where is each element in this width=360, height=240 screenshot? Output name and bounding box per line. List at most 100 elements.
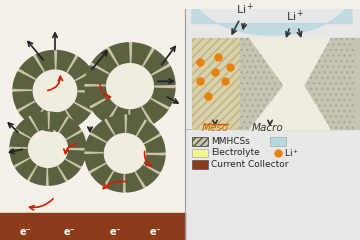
Wedge shape: [85, 87, 108, 106]
Wedge shape: [129, 110, 130, 129]
Wedge shape: [35, 111, 54, 131]
Wedge shape: [10, 149, 30, 166]
Circle shape: [10, 112, 86, 185]
Wedge shape: [48, 112, 49, 129]
Wedge shape: [144, 164, 159, 174]
Wedge shape: [28, 166, 37, 180]
Wedge shape: [90, 163, 106, 173]
Wedge shape: [67, 56, 77, 72]
Wedge shape: [13, 92, 35, 110]
Wedge shape: [123, 174, 125, 192]
Wedge shape: [54, 113, 55, 131]
Wedge shape: [143, 49, 168, 73]
Polygon shape: [250, 38, 330, 101]
Bar: [192, 149, 208, 157]
Wedge shape: [75, 102, 91, 112]
Wedge shape: [106, 106, 118, 124]
Wedge shape: [56, 111, 75, 131]
Wedge shape: [90, 133, 106, 143]
Text: e⁻: e⁻: [149, 227, 161, 237]
Text: Li$^+$: Li$^+$: [236, 1, 254, 17]
Text: Macro: Macro: [252, 123, 284, 133]
Wedge shape: [144, 154, 165, 172]
Wedge shape: [92, 49, 117, 73]
Circle shape: [107, 64, 153, 109]
Wedge shape: [35, 51, 54, 71]
Text: Electrolyte: Electrolyte: [211, 149, 260, 157]
Wedge shape: [49, 166, 66, 185]
Circle shape: [104, 133, 146, 174]
Wedge shape: [30, 166, 47, 185]
Bar: [192, 137, 208, 146]
Wedge shape: [59, 159, 80, 180]
Wedge shape: [58, 166, 67, 181]
Wedge shape: [19, 57, 43, 79]
Wedge shape: [91, 63, 109, 74]
Wedge shape: [152, 65, 170, 75]
Bar: [192, 160, 208, 169]
Wedge shape: [143, 99, 168, 123]
Wedge shape: [137, 165, 159, 186]
Text: Current Collector: Current Collector: [211, 160, 288, 169]
Circle shape: [33, 70, 77, 112]
Wedge shape: [108, 48, 118, 66]
Wedge shape: [135, 172, 145, 187]
Wedge shape: [67, 57, 91, 79]
Wedge shape: [109, 43, 129, 65]
Wedge shape: [67, 103, 91, 125]
Wedge shape: [75, 71, 92, 80]
Wedge shape: [13, 72, 35, 90]
Wedge shape: [137, 121, 159, 142]
Wedge shape: [30, 112, 47, 131]
Text: Li$^+$: Li$^+$: [286, 8, 304, 24]
Text: e⁻: e⁻: [64, 227, 76, 237]
Wedge shape: [56, 51, 75, 71]
Wedge shape: [75, 72, 97, 90]
Wedge shape: [85, 154, 105, 172]
Wedge shape: [85, 135, 105, 153]
Wedge shape: [15, 129, 30, 138]
Wedge shape: [33, 110, 44, 126]
Bar: [192, 137, 208, 146]
Wedge shape: [106, 172, 124, 192]
Text: e⁻: e⁻: [109, 227, 121, 237]
Wedge shape: [130, 43, 131, 62]
Wedge shape: [144, 134, 160, 144]
Wedge shape: [67, 149, 86, 166]
Wedge shape: [66, 110, 76, 126]
Wedge shape: [131, 43, 151, 65]
Circle shape: [28, 130, 68, 168]
Wedge shape: [10, 147, 27, 149]
Wedge shape: [109, 107, 129, 129]
Polygon shape: [250, 72, 330, 129]
Wedge shape: [19, 70, 35, 80]
Wedge shape: [155, 86, 175, 88]
Wedge shape: [66, 130, 82, 139]
Bar: [0, 9, 185, 240]
Bar: [185, 9, 360, 240]
Wedge shape: [18, 101, 35, 111]
Polygon shape: [192, 38, 240, 129]
Wedge shape: [13, 90, 32, 91]
Wedge shape: [152, 66, 175, 85]
Wedge shape: [91, 165, 113, 186]
Text: MMHCSs: MMHCSs: [211, 137, 250, 146]
Text: e⁻: e⁻: [19, 227, 31, 237]
Wedge shape: [85, 66, 108, 85]
Wedge shape: [90, 97, 109, 108]
Wedge shape: [58, 117, 68, 132]
Wedge shape: [104, 171, 114, 187]
Wedge shape: [29, 116, 38, 131]
Wedge shape: [125, 115, 126, 132]
Bar: [240, 38, 360, 129]
Wedge shape: [105, 120, 115, 135]
Wedge shape: [91, 121, 113, 142]
Text: Li$^+$: Li$^+$: [284, 148, 300, 159]
Wedge shape: [152, 87, 175, 106]
Wedge shape: [106, 115, 124, 135]
Wedge shape: [141, 107, 153, 124]
Text: Meso: Meso: [202, 123, 229, 133]
Wedge shape: [126, 115, 144, 135]
Wedge shape: [67, 132, 86, 148]
Wedge shape: [47, 169, 48, 185]
